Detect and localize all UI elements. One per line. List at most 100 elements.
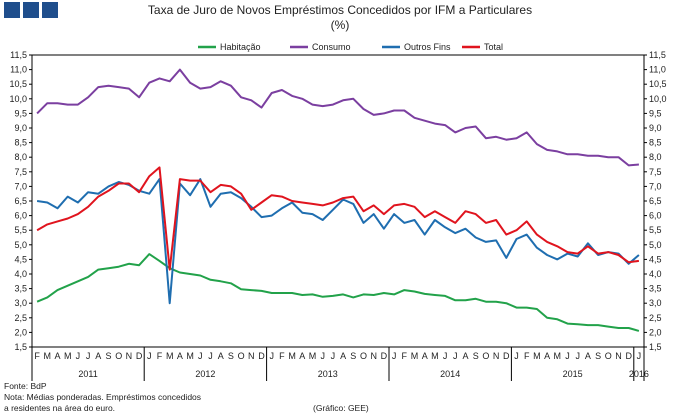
y-tick-label-left: 10,5: [9, 79, 27, 89]
logo-squares: [4, 2, 58, 18]
x-month-label: J: [453, 351, 458, 361]
x-month-label: M: [64, 351, 72, 361]
y-tick-label-right: 9,0: [649, 123, 662, 133]
x-month-label: F: [524, 351, 530, 361]
y-tick-label-right: 10,5: [649, 79, 667, 89]
x-month-label: O: [238, 351, 245, 361]
y-tick-label-right: 3,5: [649, 284, 662, 294]
x-month-label: J: [269, 351, 274, 361]
y-tick-label-right: 7,5: [649, 167, 662, 177]
chart-title: Taxa de Juro de Novos Empréstimos Conced…: [147, 3, 533, 17]
x-month-label: J: [208, 351, 213, 361]
x-month-label: S: [105, 351, 111, 361]
x-month-label: J: [198, 351, 203, 361]
y-tick-label-right: 6,5: [649, 196, 662, 206]
series-line-Habitação: [36, 253, 640, 332]
x-month-label: D: [258, 351, 265, 361]
x-year-label: 2012: [195, 369, 215, 379]
chart-subtitle: (%): [330, 18, 350, 32]
legend-label: Consumo: [312, 42, 351, 52]
x-month-label: D: [381, 351, 388, 361]
x-month-label: J: [320, 351, 325, 361]
logo-square: [4, 2, 20, 18]
x-month-label: M: [431, 351, 439, 361]
x-month-label: M: [411, 351, 419, 361]
y-tick-label-right: 5,5: [649, 225, 662, 235]
y-tick-label-left: 2,0: [14, 327, 27, 337]
y-tick-label-right: 2,0: [649, 327, 662, 337]
x-month-label: D: [136, 351, 143, 361]
x-month-label: N: [248, 351, 255, 361]
x-month-label: A: [54, 351, 60, 361]
y-tick-label-left: 5,0: [14, 240, 27, 250]
y-tick-label-left: 6,0: [14, 211, 27, 221]
x-month-label: O: [605, 351, 612, 361]
y-tick-label-left: 8,0: [14, 152, 27, 162]
y-tick-label-right: 7,0: [649, 181, 662, 191]
x-month-label: J: [392, 351, 397, 361]
x-month-label: A: [177, 351, 183, 361]
x-month-label: F: [402, 351, 408, 361]
source-note: Fonte: BdP: [4, 381, 47, 391]
y-tick-label-left: 11,0: [10, 65, 27, 75]
x-month-label: J: [575, 351, 580, 361]
y-tick-label-left: 8,5: [14, 138, 27, 148]
y-tick-label-right: 9,5: [649, 108, 662, 118]
footnote-line-1: Nota: Médias ponderadas. Empréstimos con…: [4, 392, 202, 402]
y-tick-label-left: 7,5: [14, 167, 27, 177]
x-month-label: M: [309, 351, 317, 361]
x-month-label: S: [595, 351, 601, 361]
logo-square: [42, 2, 58, 18]
x-month-label: M: [186, 351, 194, 361]
series-line-Total: [36, 166, 640, 271]
x-month-label: J: [443, 351, 448, 361]
y-tick-label-right: 2,5: [649, 313, 662, 323]
x-year-label: 2015: [563, 369, 583, 379]
legend-label: Total: [484, 42, 503, 52]
x-month-label: F: [157, 351, 163, 361]
x-month-label: M: [166, 351, 174, 361]
y-tick-label-right: 10,0: [649, 94, 667, 104]
x-month-label: N: [615, 351, 622, 361]
x-month-label: O: [482, 351, 489, 361]
x-month-label: N: [493, 351, 500, 361]
x-month-label: J: [514, 351, 519, 361]
x-month-label: J: [565, 351, 570, 361]
y-tick-label-right: 3,0: [649, 298, 662, 308]
x-month-label: A: [422, 351, 428, 361]
y-tick-label-left: 3,0: [14, 298, 27, 308]
x-month-label: D: [625, 351, 632, 361]
x-month-label: M: [533, 351, 541, 361]
y-tick-label-right: 8,0: [649, 152, 662, 162]
chart-credit: (Gráfico: GEE): [313, 403, 369, 413]
y-tick-label-right: 8,5: [649, 138, 662, 148]
x-month-label: A: [340, 351, 346, 361]
y-tick-label-right: 1,5: [649, 342, 662, 352]
y-tick-label-left: 1,5: [14, 342, 27, 352]
logo-square: [23, 2, 39, 18]
x-month-label: A: [585, 351, 591, 361]
x-month-label: A: [95, 351, 101, 361]
x-month-label: J: [147, 351, 152, 361]
x-month-label: A: [299, 351, 305, 361]
y-tick-label-left: 11,5: [10, 50, 27, 60]
y-tick-label-right: 11,5: [649, 50, 666, 60]
x-month-label: A: [544, 351, 550, 361]
x-month-label: F: [34, 351, 40, 361]
x-month-label: J: [331, 351, 336, 361]
y-tick-label-right: 5,0: [649, 240, 662, 250]
y-tick-label-left: 7,0: [14, 181, 27, 191]
y-tick-label-left: 6,5: [14, 196, 27, 206]
y-tick-label-left: 9,0: [14, 123, 27, 133]
x-month-label: J: [637, 351, 642, 361]
x-month-label: O: [360, 351, 367, 361]
x-year-label: 2016: [629, 369, 649, 379]
x-month-label: M: [44, 351, 52, 361]
series-line-Outros Fins: [36, 178, 640, 305]
x-year-label: 2011: [78, 369, 97, 379]
legend-label: Habitação: [220, 42, 261, 52]
x-month-label: S: [228, 351, 234, 361]
y-tick-label-left: 3,5: [14, 284, 27, 294]
x-month-label: D: [503, 351, 510, 361]
